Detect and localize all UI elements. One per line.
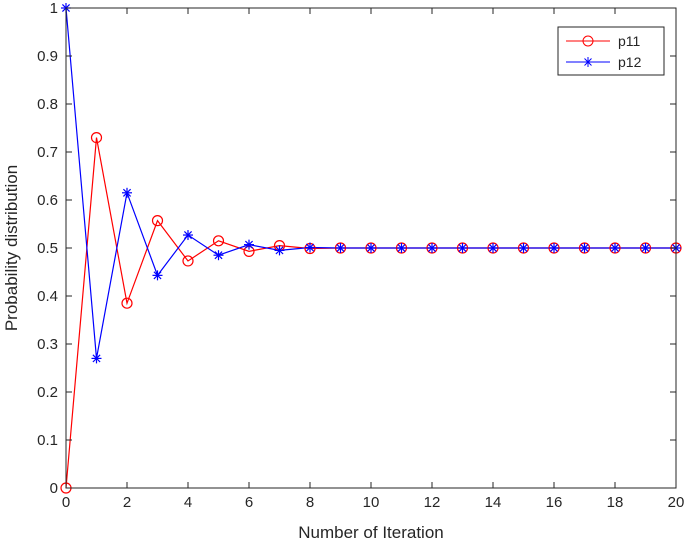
x-tick-label: 16 <box>546 494 563 511</box>
data-point-p11 <box>90 132 103 144</box>
data-point-p12 <box>152 270 163 281</box>
y-tick-label: 0 <box>50 480 58 497</box>
x-tick-label: 8 <box>306 494 314 511</box>
x-axis-label: Number of Iteration <box>298 523 444 542</box>
data-point-p12 <box>366 243 376 253</box>
data-point-p12 <box>91 353 102 364</box>
data-point-p12 <box>579 243 590 253</box>
y-tick-label: 0.8 <box>37 96 58 113</box>
y-axis-label: Probability distribution <box>2 165 21 331</box>
y-tick-label: 0.9 <box>37 48 58 65</box>
x-tick-label: 2 <box>123 494 131 511</box>
y-tick-label: 0.7 <box>37 144 58 161</box>
data-point-p12 <box>244 239 254 250</box>
x-tick-label: 20 <box>668 494 685 511</box>
x-tick-label: 14 <box>485 494 502 511</box>
x-tick-label: 0 <box>62 494 70 511</box>
data-point-p12 <box>610 243 620 253</box>
y-tick-label: 0.3 <box>37 336 58 353</box>
data-point-p11 <box>182 255 194 267</box>
data-point-p12 <box>396 243 407 253</box>
legend-marker-p12 <box>583 57 593 67</box>
data-point-p12 <box>549 243 559 253</box>
legend-box <box>557 26 665 76</box>
ticks-layer: 0 2 4 6 8 10 12 14 16 18 20 0 0.1 0.2 0.3 0.4 0.5 0.6 0.7 0… <box>37 0 684 511</box>
data-point-p11 <box>151 215 164 227</box>
x-tick-label: 6 <box>245 494 253 511</box>
y-tick-label: 0.2 <box>37 384 58 401</box>
series-layer <box>60 3 682 494</box>
x-tick-label: 18 <box>607 494 624 511</box>
y-tick-label: 0.6 <box>37 192 58 209</box>
x-tick-label: 10 <box>363 494 380 511</box>
y-tick-label: 1 <box>50 0 58 17</box>
data-point-p12 <box>305 242 315 253</box>
y-tick-label: 0.5 <box>37 240 58 257</box>
legend-label-p12: p12 <box>618 54 642 70</box>
data-point-p12 <box>213 250 224 261</box>
legend-label-p11: p11 <box>618 33 641 49</box>
data-point-p12 <box>640 243 651 253</box>
legend-marker-p11 <box>582 35 594 47</box>
x-tick-label: 4 <box>184 494 192 511</box>
data-point-p12 <box>488 243 498 253</box>
data-point-p12 <box>183 230 193 241</box>
data-point-p11 <box>212 235 225 247</box>
data-point-p12 <box>122 187 132 198</box>
y-tick-label: 0.1 <box>37 432 58 449</box>
y-tick-label: 0.4 <box>37 288 58 305</box>
data-point-p12 <box>335 243 346 253</box>
data-point-p12 <box>457 243 468 253</box>
data-point-p11 <box>121 297 133 309</box>
x-tick-label: 12 <box>424 494 441 511</box>
legend: p11 p12 <box>557 26 665 76</box>
data-point-p12 <box>518 243 529 253</box>
data-point-p12 <box>274 245 285 256</box>
data-point-p12 <box>427 243 437 253</box>
